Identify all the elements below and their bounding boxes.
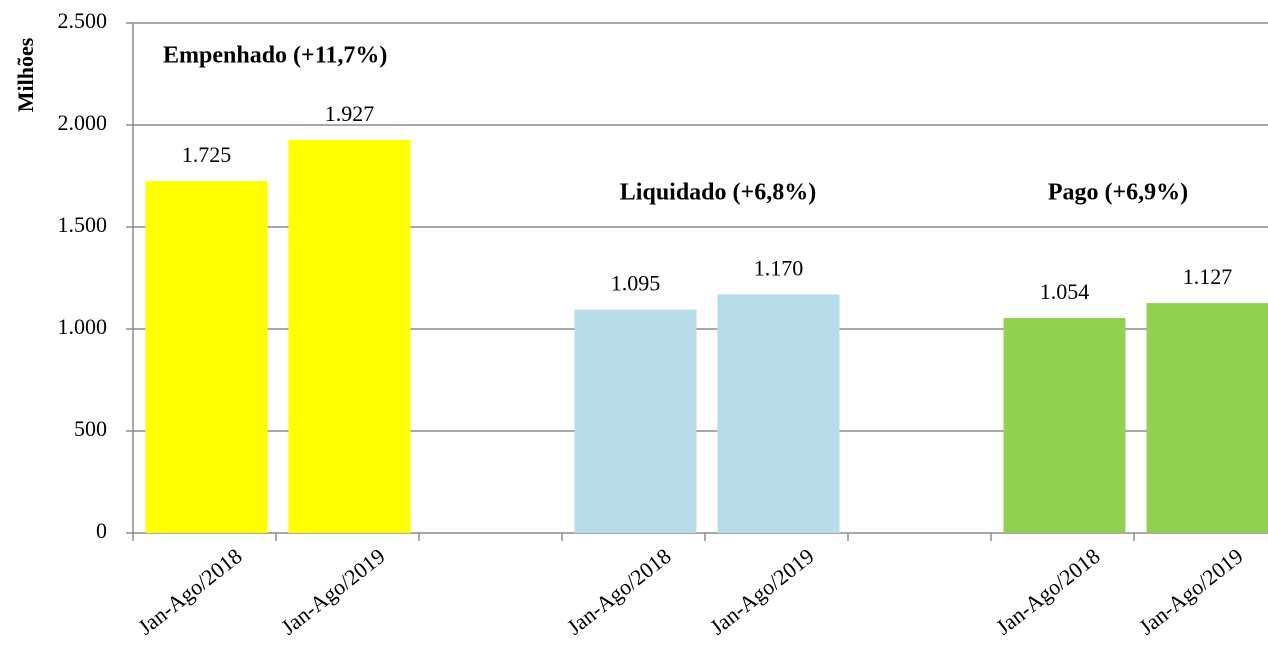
x-tick-label: Jan-Ago/2018 xyxy=(133,543,247,639)
bar xyxy=(717,294,840,533)
data-label: 1.927 xyxy=(325,101,375,126)
x-tick-label: Jan-Ago/2019 xyxy=(1134,543,1248,639)
data-label: 1.170 xyxy=(754,255,804,280)
y-tick-label: 500 xyxy=(74,416,107,441)
annotation: Pago (+6,9%) xyxy=(1048,180,1188,206)
x-tick-label: Jan-Ago/2019 xyxy=(276,543,390,639)
data-label: 1.054 xyxy=(1040,279,1090,304)
bar xyxy=(145,181,268,533)
annotation: Liquidado (+6,8%) xyxy=(620,180,816,206)
y-axis-label: Milhões xyxy=(13,37,38,112)
bar xyxy=(1003,317,1126,533)
bar xyxy=(1146,303,1268,533)
annotation: Empenhado (+11,7%) xyxy=(163,43,387,69)
bar xyxy=(288,139,411,533)
data-label: 1.095 xyxy=(611,271,661,296)
y-tick-label: 1.000 xyxy=(58,314,108,339)
bar xyxy=(574,309,697,533)
y-tick-label: 0 xyxy=(96,518,107,543)
x-tick-label: Jan-Ago/2018 xyxy=(562,543,676,639)
y-tick-label: 1.500 xyxy=(58,212,108,237)
y-tick-label: 2.000 xyxy=(58,110,108,135)
x-tick-label: Jan-Ago/2018 xyxy=(991,543,1105,639)
x-tick-label: Jan-Ago/2019 xyxy=(705,543,819,639)
y-tick-label: 2.500 xyxy=(58,8,108,33)
data-label: 1.127 xyxy=(1183,264,1233,289)
data-label: 1.725 xyxy=(182,142,232,167)
